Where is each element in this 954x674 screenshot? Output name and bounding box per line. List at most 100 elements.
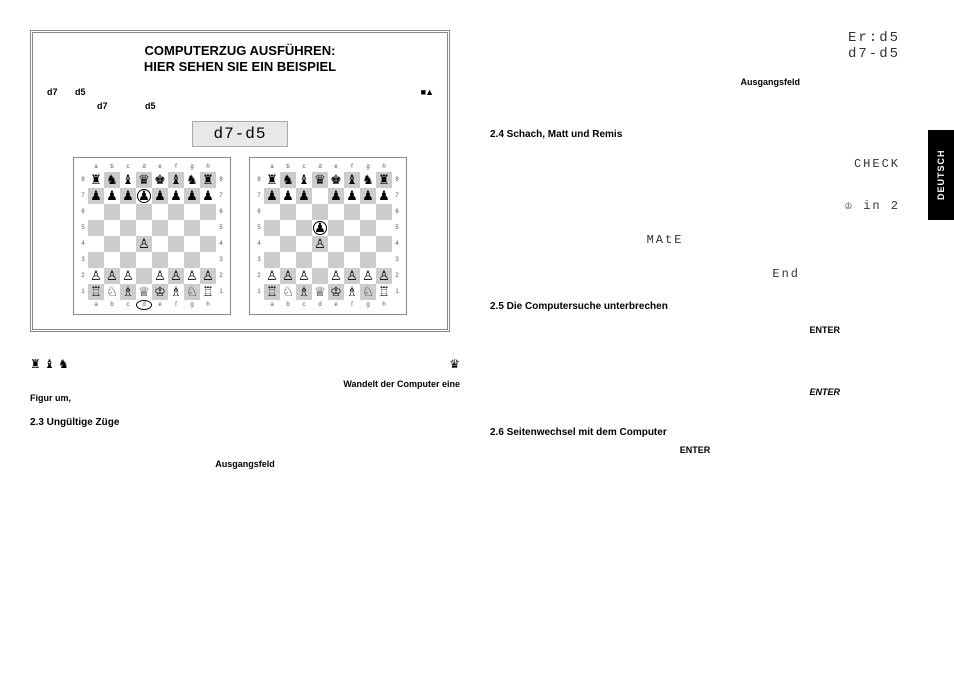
square-e4 (152, 236, 168, 252)
square-c8: ♝ (296, 172, 312, 188)
square-g1: ♘ (184, 284, 200, 300)
coord-label: 2 (78, 268, 88, 284)
square-f2: ♙ (168, 268, 184, 284)
right-top-text: Ausgangsfeld (490, 76, 900, 88)
chessboard-1: abcdefgh8♜♞♝♛♚♝♞♜87♟♟♟♟♟♟♟♟766554♙4332♙♙… (78, 162, 226, 310)
square-b6 (280, 204, 296, 220)
square-d7 (312, 188, 328, 204)
s25-kw2: ENTER (809, 387, 840, 397)
square-f1: ♗ (168, 284, 184, 300)
coord-label: 5 (78, 220, 88, 236)
square-h6 (376, 204, 392, 220)
square-b3 (280, 252, 296, 268)
square-d1: ♕ (136, 284, 152, 300)
coord-label: 7 (78, 188, 88, 204)
coord-label: 3 (392, 252, 402, 268)
square-b7: ♟ (104, 188, 120, 204)
square-d7: ♟ (136, 188, 152, 204)
square-c2: ♙ (296, 268, 312, 284)
square-h4 (200, 236, 216, 252)
coord-label: 6 (78, 204, 88, 220)
square-h3 (376, 252, 392, 268)
square-a2: ♙ (88, 268, 104, 284)
square-g2: ♙ (184, 268, 200, 284)
square-f8: ♝ (344, 172, 360, 188)
square-a5 (88, 220, 104, 236)
square-f5 (344, 220, 360, 236)
square-c2: ♙ (120, 268, 136, 284)
square-f3 (168, 252, 184, 268)
square-d8: ♛ (136, 172, 152, 188)
coord-label: b (280, 162, 296, 172)
language-tab: DEUTSCH (928, 130, 954, 220)
coord-label: 5 (216, 220, 226, 236)
square-c1: ♗ (120, 284, 136, 300)
lcd-min2: ♔ in 2 (490, 198, 900, 214)
square-b8: ♞ (280, 172, 296, 188)
boards-row: abcdefgh8♜♞♝♛♚♝♞♜87♟♟♟♟♟♟♟♟766554♙4332♙♙… (47, 157, 433, 315)
square-g5 (184, 220, 200, 236)
square-a6 (88, 204, 104, 220)
square-c5 (120, 220, 136, 236)
square-e8: ♚ (328, 172, 344, 188)
s24-block: 2.4 Schach, Matt und Remis CHECK ♔ in 2 … (490, 128, 900, 282)
queen-icon: ♛ (449, 356, 460, 372)
coord-label: c (120, 300, 136, 310)
s24-title: 2.4 Schach, Matt und Remis (490, 128, 900, 142)
square-d8: ♛ (312, 172, 328, 188)
square-h1: ♖ (376, 284, 392, 300)
square-a1: ♖ (88, 284, 104, 300)
example-line1: d7 d5 ■▲ (47, 86, 433, 99)
square-a7: ♟ (88, 188, 104, 204)
square-c7: ♟ (296, 188, 312, 204)
coord-label: d (136, 162, 152, 172)
coord-label: 4 (392, 236, 402, 252)
chessboard-2: abcdefgh8♜♞♝♛♚♝♞♜87♟♟♟♟♟♟♟7665♟54♙4332♙♙… (254, 162, 402, 310)
square-b6 (104, 204, 120, 220)
coord-label: a (88, 300, 104, 310)
coord-label: g (360, 162, 376, 172)
square-f8: ♝ (168, 172, 184, 188)
square-b3 (104, 252, 120, 268)
square-e3 (152, 252, 168, 268)
square-h5 (376, 220, 392, 236)
square-a4 (88, 236, 104, 252)
coord-label: 4 (78, 236, 88, 252)
square-e2: ♙ (328, 268, 344, 284)
coord-label: 5 (392, 220, 402, 236)
square-c1: ♗ (296, 284, 312, 300)
kw-d5-b: d5 (145, 101, 156, 111)
promo-block: ♜ ♝ ♞ ♛ Wandelt der Computer eine Figur … (30, 356, 460, 404)
coord-label: e (328, 162, 344, 172)
promo-line1: Wandelt der Computer eine (30, 378, 460, 390)
square-a6 (264, 204, 280, 220)
coord-label: e (152, 300, 168, 310)
square-c7: ♟ (120, 188, 136, 204)
square-e1: ♔ (328, 284, 344, 300)
s26-kw: ENTER (680, 445, 711, 455)
coord-label: f (344, 162, 360, 172)
square-f1: ♗ (344, 284, 360, 300)
s23-kw-line: Ausgangsfeld (30, 458, 460, 470)
square-f5 (168, 220, 184, 236)
square-d6 (136, 204, 152, 220)
coord-label: 8 (78, 172, 88, 188)
square-c4 (296, 236, 312, 252)
square-c8: ♝ (120, 172, 136, 188)
square-g3 (184, 252, 200, 268)
square-e2: ♙ (152, 268, 168, 284)
square-e5 (152, 220, 168, 236)
square-h7: ♟ (200, 188, 216, 204)
s25-title: 2.5 Die Computersuche unterbrechen (490, 300, 900, 314)
square-a3 (264, 252, 280, 268)
square-f3 (344, 252, 360, 268)
coord-label: a (88, 162, 104, 172)
square-g4 (184, 236, 200, 252)
coord-label: f (168, 162, 184, 172)
square-c3 (120, 252, 136, 268)
square-b2: ♙ (280, 268, 296, 284)
coord-label (392, 162, 402, 172)
square-e6 (152, 204, 168, 220)
square-h3 (200, 252, 216, 268)
lcd-check: CHECK (490, 156, 900, 172)
